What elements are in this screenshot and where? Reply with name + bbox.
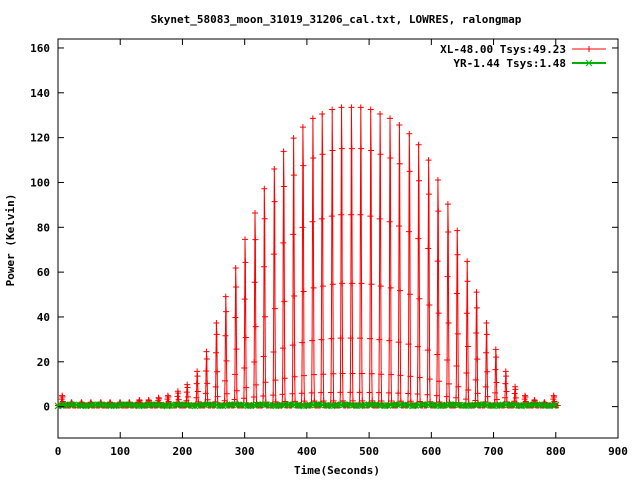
x-tick-label: 700 [484, 445, 504, 458]
series-yr-line [57, 403, 556, 408]
y-tick-label: 40 [37, 311, 50, 324]
x-tick-label: 800 [546, 445, 566, 458]
x-axis: 0 100 200 300 400 500 600 700 800 900 [55, 39, 628, 458]
legend-label: YR-1.44 Tsys:1.48 [453, 57, 566, 70]
series-xl-markers [55, 104, 561, 409]
y-tick-label: 100 [30, 176, 50, 189]
x-tick-label: 100 [110, 445, 130, 458]
y-tick-label: 20 [37, 356, 50, 369]
y-tick-label: 80 [37, 221, 50, 234]
x-tick-label: 0 [55, 445, 62, 458]
legend-marker [586, 46, 592, 52]
y-axis: 0 20 40 60 80 100 120 140 160 [30, 42, 618, 414]
y-tick-label: 120 [30, 132, 50, 145]
x-tick-label: 900 [608, 445, 628, 458]
y-tick-label: 160 [30, 42, 50, 55]
plot-area [54, 38, 619, 439]
x-axis-label: Time(Seconds) [294, 464, 380, 477]
x-tick-label: 300 [235, 445, 255, 458]
legend-marker [585, 59, 593, 67]
chart-title: Skynet_58083_moon_31019_31206_cal.txt, L… [151, 13, 522, 26]
x-tick-label: 400 [297, 445, 317, 458]
y-tick-label: 140 [30, 87, 50, 100]
x-tick-label: 200 [173, 445, 193, 458]
y-tick-label: 60 [37, 266, 50, 279]
x-tick-label: 600 [421, 445, 441, 458]
y-axis-label: Power (Kelvin) [4, 194, 17, 287]
legend-label: XL-48.00 Tsys:49.23 [440, 43, 566, 56]
series-xl-line [58, 107, 558, 406]
x-tick-label: 500 [359, 445, 379, 458]
plot-frame [57, 38, 619, 439]
y-tick-label: 0 [43, 401, 50, 414]
